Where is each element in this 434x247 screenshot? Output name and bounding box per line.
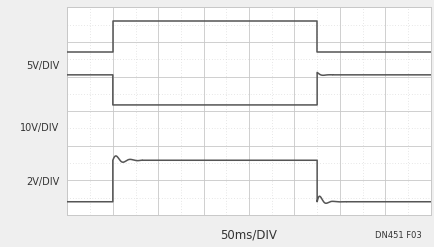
Text: 5V/DIV: 5V/DIV xyxy=(26,61,59,70)
Text: 2V/DIV: 2V/DIV xyxy=(26,177,59,187)
Text: 10V/DIV: 10V/DIV xyxy=(20,123,59,133)
Text: DN451 F03: DN451 F03 xyxy=(375,231,421,240)
Text: 50ms/DIV: 50ms/DIV xyxy=(220,228,277,241)
